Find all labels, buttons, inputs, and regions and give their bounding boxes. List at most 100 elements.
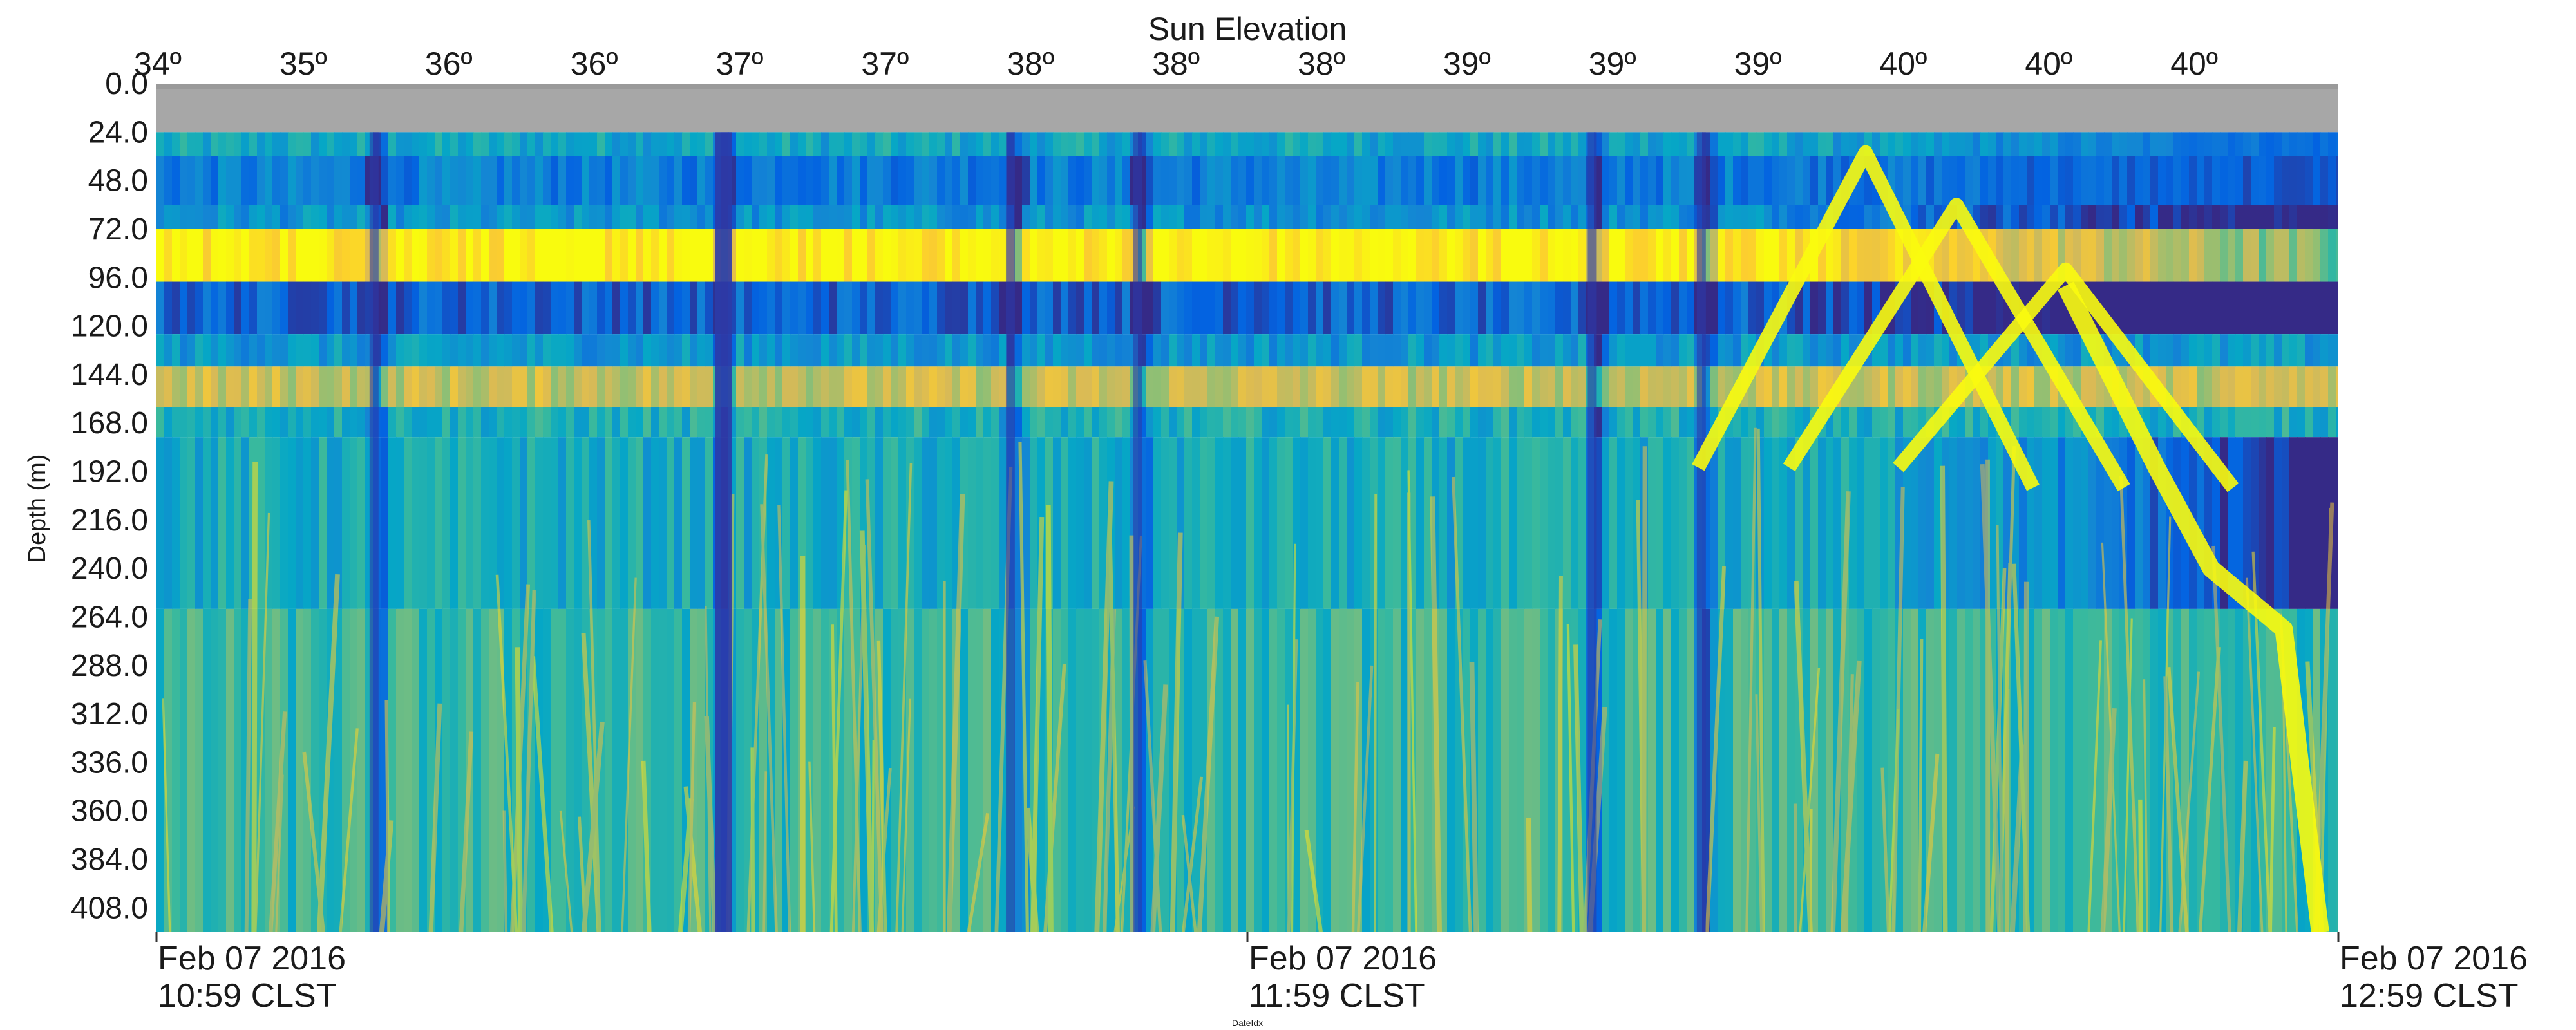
- heatmap-cell: [1385, 608, 1394, 932]
- heatmap-cell: [999, 334, 1007, 367]
- heatmap-cell: [1548, 132, 1556, 156]
- heatmap-cell: [1068, 156, 1077, 205]
- heatmap-cell: [2174, 156, 2182, 205]
- heatmap-cell: [875, 156, 884, 205]
- heatmap-cell: [1463, 281, 1471, 335]
- heatmap-cell: [473, 366, 482, 407]
- heatmap-cell: [1316, 205, 1324, 229]
- heatmap-cell: [1053, 407, 1061, 438]
- heatmap-cell: [1625, 132, 1633, 156]
- heatmap-cell: [2259, 407, 2267, 438]
- heatmap-cell: [2274, 608, 2282, 932]
- heatmap-cell: [1401, 229, 1409, 282]
- heatmap-cell: [520, 407, 528, 438]
- heatmap-cell: [489, 334, 497, 367]
- heatmap-cell: [473, 608, 482, 932]
- heatmap-cell: [1401, 156, 1409, 205]
- heatmap-cell: [2073, 156, 2081, 205]
- heatmap-cell: [1926, 334, 1935, 367]
- heatmap-cell: [551, 281, 559, 335]
- heatmap-cell: [1633, 229, 1641, 282]
- heatmap-cell: [1725, 608, 1734, 932]
- heatmap-cell: [1331, 437, 1340, 609]
- heatmap-cell: [1215, 407, 1224, 438]
- depth-tick: 288.0: [71, 649, 148, 683]
- heatmap-cell: [388, 132, 397, 156]
- heatmap-cell: [2220, 229, 2228, 282]
- heatmap-cell: [1548, 281, 1556, 335]
- trace-line: [641, 760, 652, 932]
- heatmap-cell: [1022, 229, 1030, 282]
- heatmap-cell: [659, 229, 667, 282]
- heatmap-cell: [1092, 366, 1100, 407]
- chart-title: Sun Elevation: [1148, 11, 1347, 47]
- trace-line: [581, 633, 601, 932]
- heatmap-cell: [906, 407, 914, 438]
- heatmap-cell: [1733, 437, 1741, 609]
- heatmap-cell: [504, 229, 513, 282]
- heatmap-cell: [1455, 132, 1463, 156]
- heatmap-cell: [744, 205, 752, 229]
- heatmap-cell: [1625, 229, 1633, 282]
- trace-line: [1357, 665, 1374, 932]
- heatmap-cell: [589, 281, 598, 335]
- heatmap-cell: [512, 205, 520, 229]
- heatmap-cell: [1354, 366, 1363, 407]
- heatmap-cell: [381, 229, 389, 282]
- heatmap-cell: [1200, 281, 1208, 335]
- trace-line: [1880, 767, 1890, 932]
- heatmap-cell: [929, 281, 938, 335]
- heatmap-cell: [2081, 229, 2089, 282]
- heatmap-cell: [520, 366, 528, 407]
- heatmap-cell: [357, 608, 366, 932]
- heatmap-cell: [1849, 281, 1857, 335]
- heatmap-cell: [481, 229, 489, 282]
- heatmap-cell: [1625, 437, 1633, 609]
- heatmap-cell: [574, 437, 582, 609]
- heatmap-cell: [1285, 205, 1293, 229]
- heatmap-cell: [1880, 205, 1888, 229]
- heatmap-cell: [1068, 229, 1077, 282]
- heatmap-cell: [450, 156, 459, 205]
- heatmap-cell: [697, 608, 706, 932]
- heatmap-cell: [2197, 132, 2205, 156]
- heatmap-cell: [1656, 156, 1664, 205]
- heatmap-cell: [1061, 334, 1069, 367]
- heatmap-cell: [1076, 334, 1084, 367]
- heatmap-cell: [1439, 608, 1448, 932]
- heatmap-cell: [991, 132, 999, 156]
- heatmap-cell: [2143, 281, 2151, 335]
- heatmap-cell: [1880, 366, 1888, 407]
- heatmap-cell: [234, 608, 242, 932]
- heatmap-cell: [860, 281, 868, 335]
- heatmap-cell: [280, 437, 289, 609]
- heatmap-cell: [1447, 281, 1455, 335]
- heatmap-cell: [2313, 205, 2321, 229]
- heatmap-cell: [2104, 437, 2112, 609]
- heatmap-cell: [1540, 407, 1548, 438]
- heatmap-cell: [775, 229, 783, 282]
- heatmap-cell: [1300, 156, 1309, 205]
- heatmap-cell: [999, 437, 1007, 609]
- heatmap-cell: [2081, 132, 2089, 156]
- heatmap-cell: [1215, 205, 1224, 229]
- heatmap-cell: [187, 156, 196, 205]
- heatmap-cell: [945, 407, 953, 438]
- heatmap-cell: [1223, 205, 1231, 229]
- heatmap-cell: [1864, 608, 1873, 932]
- heatmap-cell: [1463, 229, 1471, 282]
- heatmap-cell: [520, 281, 528, 335]
- heatmap-cell: [1447, 205, 1455, 229]
- heatmap-cell: [2019, 334, 2027, 367]
- heatmap-cell: [1501, 229, 1510, 282]
- heatmap-cell: [1509, 229, 1517, 282]
- heatmap-cell: [2235, 437, 2244, 609]
- sun-elevation-tick: 36º: [571, 46, 618, 82]
- heatmap-cell: [914, 281, 922, 335]
- heatmap-cell: [1262, 334, 1270, 367]
- heatmap-cell: [860, 156, 868, 205]
- heatmap-cell: [2034, 229, 2043, 282]
- heatmap-cell: [481, 205, 489, 229]
- heatmap-cell: [1316, 229, 1324, 282]
- heatmap-cell: [2266, 407, 2275, 438]
